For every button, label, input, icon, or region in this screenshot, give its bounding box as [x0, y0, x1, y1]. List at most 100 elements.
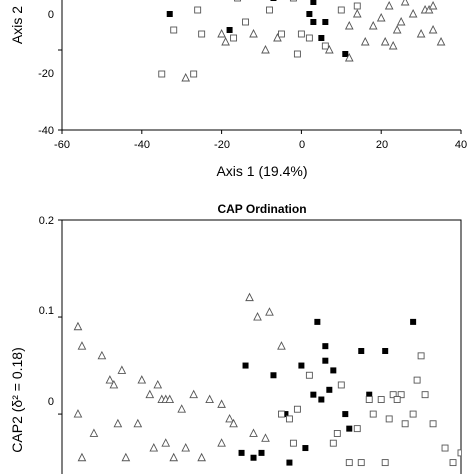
data-point-filled-square [366, 391, 373, 398]
data-point-filled-square [318, 35, 325, 41]
data-point-open-triangle [165, 394, 175, 403]
data-point-open-triangle [249, 428, 258, 437]
data-point-open-square [285, 415, 293, 423]
data-point-open-triangle [205, 394, 214, 403]
data-point-open-triangle [388, 41, 398, 50]
data-point-open-triangle [137, 375, 147, 384]
data-point-open-square [353, 2, 361, 10]
data-point-open-triangle [376, 13, 386, 22]
data-point-filled-square [270, 0, 277, 1]
data-point-open-triangle [396, 17, 406, 26]
data-point-open-triangle [249, 29, 258, 38]
data-point-filled-square [322, 343, 329, 350]
data-point-open-triangle [153, 379, 163, 389]
data-point-open-triangle [225, 413, 234, 423]
data-point-open-triangle [436, 37, 446, 46]
data-point-open-triangle [169, 452, 179, 462]
data-point-filled-square [326, 386, 333, 393]
data-point-open-square [337, 6, 345, 14]
data-point-filled-square [282, 411, 289, 418]
x-tick-label-minus40: -40 [134, 139, 150, 151]
data-point-open-square [289, 439, 297, 447]
data-point-open-square [337, 381, 345, 389]
data-point-open-square [345, 459, 353, 467]
data-point-open-triangle [408, 9, 418, 18]
data-point-filled-square [302, 445, 309, 452]
pco-panel: Axis 2 0 -20 -40 -60 -40 -20 0 20 40 Axi… [9, 0, 467, 179]
data-point-open-square [353, 425, 361, 433]
data-point-open-triangle [121, 452, 131, 462]
data-point-open-triangle [384, 1, 394, 10]
data-point-open-triangle [217, 438, 226, 447]
data-point-open-square [329, 439, 337, 447]
data-point-open-square [393, 396, 401, 403]
data-point-filled-square [310, 391, 317, 398]
data-point-open-triangle [352, 9, 362, 18]
data-point-open-square [170, 26, 178, 34]
data-point-open-triangle [273, 33, 282, 42]
data-point-open-triangle [261, 433, 270, 442]
data-point-open-square [441, 444, 449, 452]
data-point-filled-square [286, 459, 293, 466]
data-point-open-triangle [77, 452, 87, 462]
data-point-open-square [377, 396, 385, 403]
data-point-open-square [278, 30, 285, 38]
data-point-open-square [365, 396, 373, 403]
data-point-filled-square [298, 362, 305, 369]
data-point-open-square [242, 18, 249, 26]
data-point-open-square [429, 420, 437, 428]
data-point-open-triangle [181, 443, 191, 452]
data-point-open-square [194, 6, 202, 14]
data-point-open-square [401, 420, 409, 428]
data-point-open-square [357, 459, 365, 467]
data-point-open-square [278, 410, 285, 418]
data-point-open-triangle [189, 389, 199, 399]
data-point-open-triangle [217, 399, 226, 408]
data-point-open-square [449, 459, 457, 467]
data-point-open-triangle [265, 307, 274, 316]
x-tick-label-minus60: -60 [54, 139, 70, 151]
data-point-filled-square [330, 367, 337, 374]
x-axis-title-1: Axis 1 (19.4%) [216, 163, 307, 179]
x-tick-label-minus20: -20 [214, 139, 230, 151]
data-point-open-square [293, 405, 301, 413]
data-point-open-triangle [261, 45, 270, 54]
data-point-filled-square [310, 19, 317, 25]
data-point-filled-square [166, 11, 173, 17]
y-tick-label-minus20: -20 [38, 68, 54, 80]
data-point-filled-square [258, 449, 265, 456]
data-point-open-triangle [368, 21, 378, 30]
x-tick-label-0: 0 [299, 139, 305, 151]
data-point-open-square [417, 352, 425, 360]
data-point-open-square [385, 415, 393, 423]
data-point-open-triangle [97, 350, 107, 360]
data-point-filled-square [270, 372, 277, 379]
data-point-open-square [381, 459, 389, 467]
x-tick-label-20: 20 [376, 139, 388, 151]
data-point-open-triangle [217, 29, 226, 38]
data-point-filled-square [306, 11, 313, 17]
data-point-filled-square [346, 425, 353, 432]
data-point-open-triangle [360, 37, 370, 46]
data-point-open-triangle [221, 37, 230, 46]
data-point-open-square [369, 410, 377, 418]
y-axis-title-2: CAP2 (δ² = 0.18) [9, 347, 25, 452]
cap-panel: CAP Ordination 0.2 0.1 0 CAP2 (δ² = 0.18… [9, 202, 462, 474]
data-point-filled-square [322, 19, 329, 25]
data-point-open-triangle [89, 428, 99, 437]
data-point-filled-square [310, 0, 317, 5]
data-point-open-square [413, 376, 421, 384]
data-point-open-triangle [133, 418, 143, 428]
data-point-open-triangle [392, 25, 402, 34]
data-point-filled-square [358, 348, 365, 354]
data-point-open-square [190, 70, 198, 78]
data-point-open-triangle [253, 312, 262, 321]
data-point-filled-square [314, 318, 321, 325]
data-point-open-square [293, 50, 301, 58]
data-point-open-triangle [145, 389, 155, 399]
data-point-open-triangle [197, 452, 206, 462]
data-point-open-triangle [380, 37, 390, 46]
y-tick-label-0-2: 0.2 [39, 215, 54, 227]
y-tick-label-0-bottom: 0 [48, 396, 54, 408]
